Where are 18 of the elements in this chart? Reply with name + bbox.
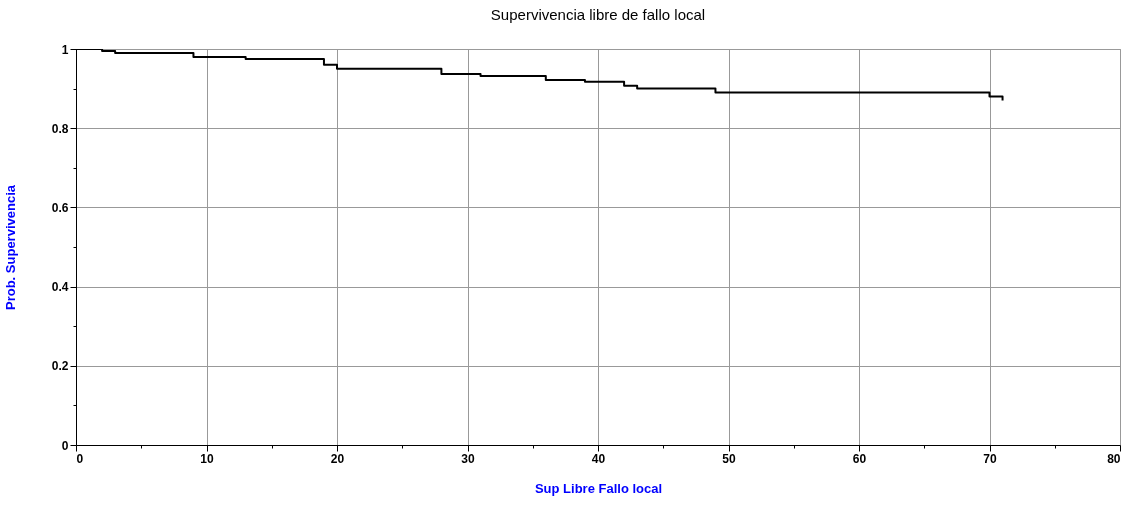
y-tick-label: 0.2 <box>51 359 69 374</box>
x-tick-label: 60 <box>852 451 867 466</box>
x-tick-label: 20 <box>330 451 345 466</box>
x-axis-title: Sup Libre Fallo local <box>534 480 663 496</box>
y-tick-label: 0 <box>61 438 69 453</box>
y-axis-title: Prob. Supervivencia <box>2 184 18 310</box>
x-tick-label: 0 <box>76 451 84 466</box>
y-tick-label: 1 <box>61 42 69 57</box>
x-tick-label: 30 <box>461 451 475 466</box>
x-tick-label: 80 <box>1107 451 1121 466</box>
chart-title: Supervivencia libre de fallo local <box>490 6 706 23</box>
x-tick-label: 40 <box>591 451 606 466</box>
y-tick-label: 0.6 <box>51 200 69 215</box>
x-tick-label: 70 <box>983 451 997 466</box>
y-tick-label: 0.4 <box>51 280 69 295</box>
x-tick-label: 10 <box>200 451 214 466</box>
y-tick-label: 0.8 <box>51 121 69 136</box>
x-tick-label: 50 <box>722 451 736 466</box>
